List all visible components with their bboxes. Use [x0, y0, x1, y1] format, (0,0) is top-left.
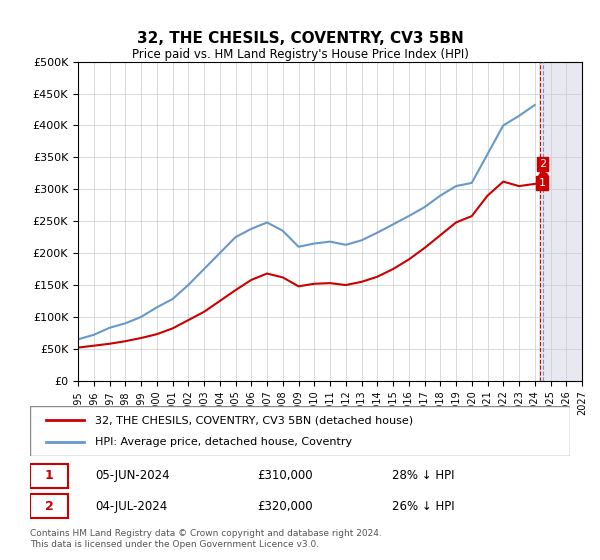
Text: 32, THE CHESILS, COVENTRY, CV3 5BN: 32, THE CHESILS, COVENTRY, CV3 5BN [137, 31, 463, 46]
Text: £310,000: £310,000 [257, 469, 313, 483]
Text: 05-JUN-2024: 05-JUN-2024 [95, 469, 169, 483]
Text: 04-JUL-2024: 04-JUL-2024 [95, 500, 167, 513]
Text: 28% ↓ HPI: 28% ↓ HPI [392, 469, 454, 483]
Text: £320,000: £320,000 [257, 500, 313, 513]
Text: 1: 1 [538, 178, 545, 188]
Text: 26% ↓ HPI: 26% ↓ HPI [392, 500, 454, 513]
Text: Contains HM Land Registry data © Crown copyright and database right 2024.
This d: Contains HM Land Registry data © Crown c… [30, 529, 382, 549]
FancyBboxPatch shape [30, 494, 68, 519]
Text: 2: 2 [44, 500, 53, 513]
Text: 2: 2 [539, 158, 546, 169]
FancyBboxPatch shape [30, 464, 68, 488]
Text: 32, THE CHESILS, COVENTRY, CV3 5BN (detached house): 32, THE CHESILS, COVENTRY, CV3 5BN (deta… [95, 415, 413, 425]
Text: HPI: Average price, detached house, Coventry: HPI: Average price, detached house, Cove… [95, 437, 352, 447]
Text: 1: 1 [44, 469, 53, 483]
Text: Price paid vs. HM Land Registry's House Price Index (HPI): Price paid vs. HM Land Registry's House … [131, 48, 469, 60]
FancyBboxPatch shape [30, 406, 570, 456]
Polygon shape [539, 62, 582, 381]
